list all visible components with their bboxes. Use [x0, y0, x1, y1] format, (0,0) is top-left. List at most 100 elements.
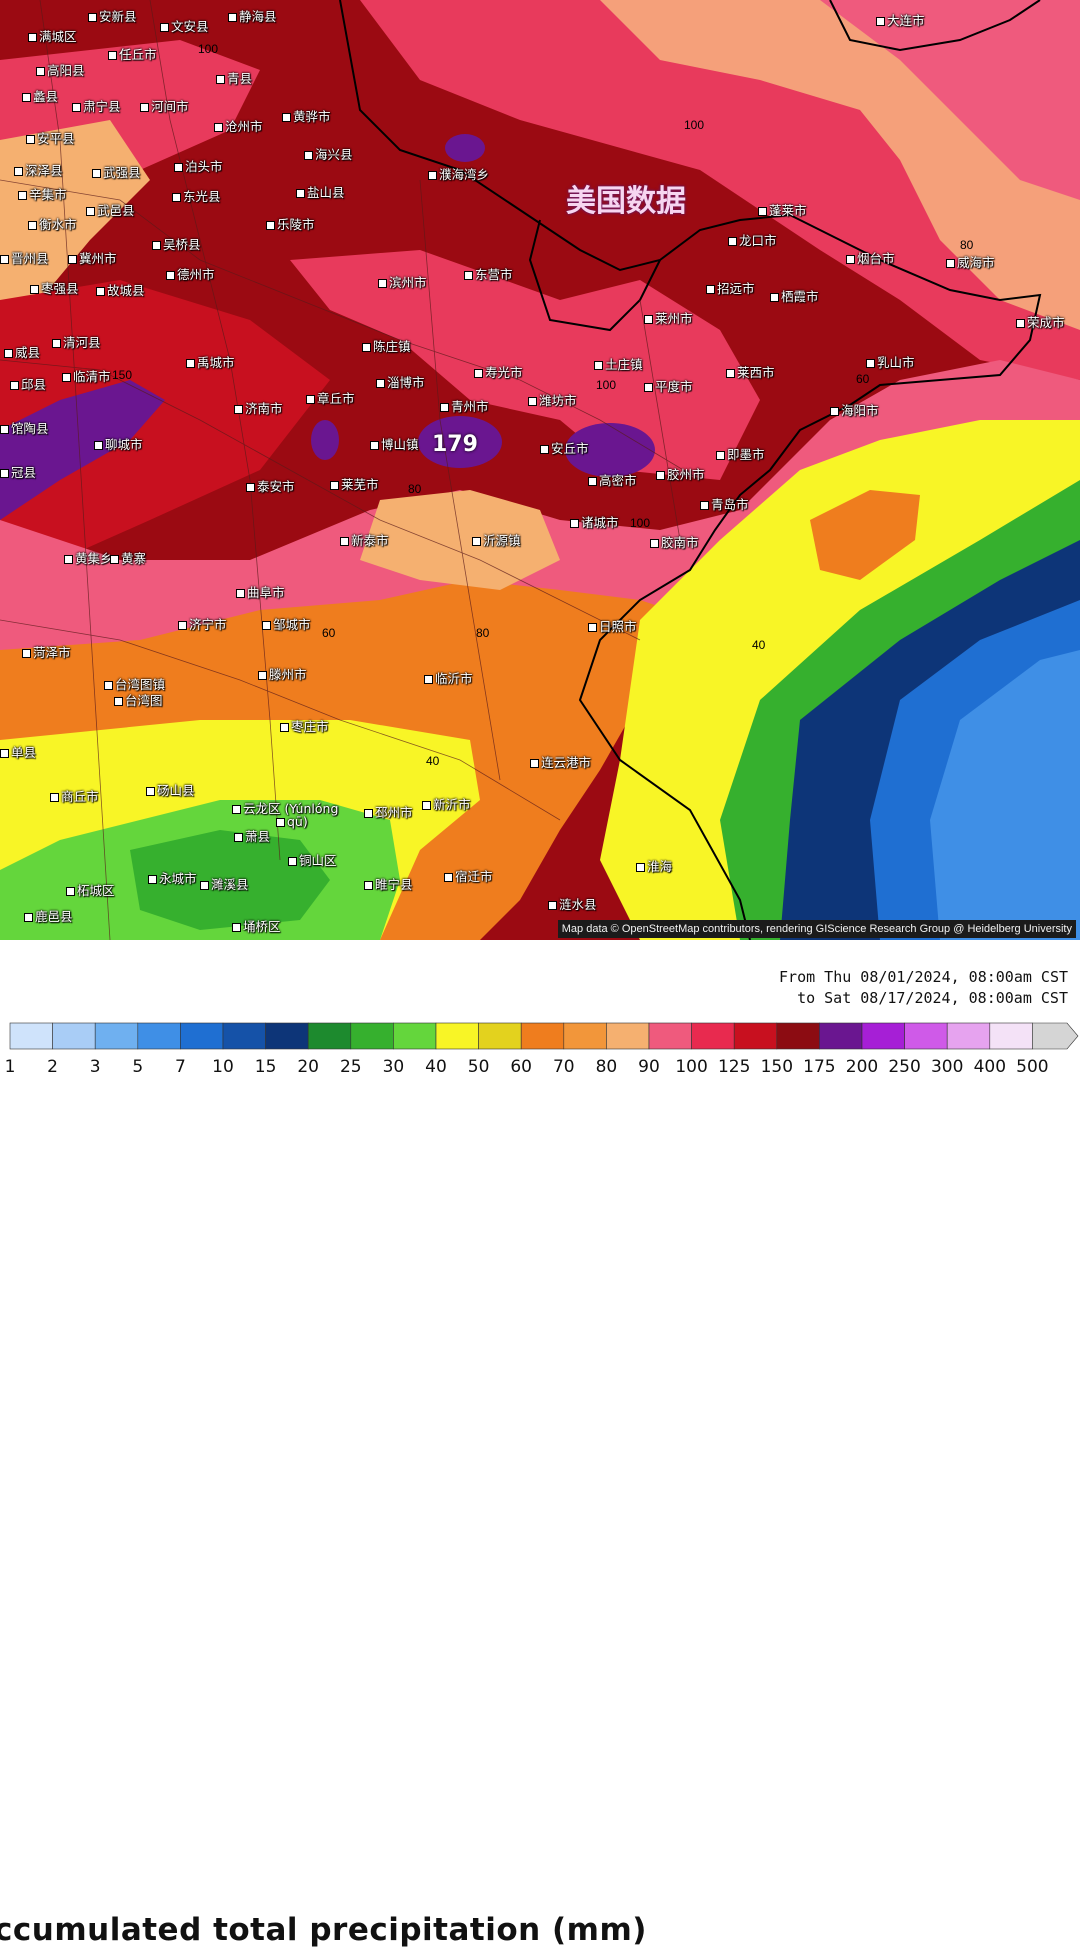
city-marker-icon: [866, 359, 875, 368]
city-marker-icon: [108, 51, 117, 60]
city-label: 枣庄市: [280, 716, 329, 735]
city-label: 武邑县: [86, 200, 135, 219]
city-marker-icon: [474, 369, 483, 378]
city-label: 栖霞市: [770, 286, 819, 305]
scale-tick-label: 200: [845, 1057, 879, 1077]
contour-label: 60: [322, 626, 336, 640]
city-marker-icon: [18, 191, 27, 200]
scale-swatch: [648, 1022, 692, 1050]
city-marker-icon: [114, 697, 123, 706]
city-label: 黄骅市: [282, 106, 331, 125]
scale-tick-label: 10: [212, 1057, 234, 1077]
city-label: 晋州县: [0, 248, 49, 267]
scale-tick-label: 1: [4, 1057, 16, 1077]
city-marker-icon: [588, 623, 597, 632]
field-purple-gaomi: [565, 423, 655, 477]
scale-swatch: [265, 1022, 309, 1050]
city-label: 宿迁市: [444, 866, 493, 885]
city-label: 冀州市: [68, 248, 117, 267]
scale-swatch: [393, 1022, 437, 1050]
city-label: 铜山区: [288, 850, 337, 869]
city-marker-icon: [0, 255, 9, 264]
city-label: 海阳市: [830, 400, 879, 419]
city-marker-icon: [152, 241, 161, 250]
city-marker-icon: [330, 481, 339, 490]
city-label: 寿光市: [474, 362, 523, 381]
city-marker-icon: [148, 875, 157, 884]
scale-tick-label: 500: [1016, 1057, 1049, 1077]
city-label: 鹿邑县: [24, 906, 73, 925]
city-marker-icon: [26, 135, 35, 144]
scale-swatch: [861, 1022, 905, 1050]
city-marker-icon: [186, 359, 195, 368]
city-label: 云龙区 (Yúnlóng: [232, 798, 338, 817]
scale-tick-label: 400: [973, 1057, 1007, 1077]
city-marker-icon: [104, 681, 113, 690]
city-label: 安平县: [26, 128, 75, 147]
city-marker-icon: [370, 441, 379, 450]
scale-swatch: [691, 1022, 735, 1050]
city-label: 陈庄镇: [362, 336, 411, 355]
city-marker-icon: [28, 221, 37, 230]
city-label: 乳山市: [866, 352, 915, 371]
city-label: 萧县: [234, 826, 270, 845]
city-label: 土庄镇: [594, 354, 643, 373]
city-label: 蓬莱市: [758, 200, 807, 219]
city-label: 德州市: [166, 264, 215, 283]
city-label: 辛集市: [18, 184, 67, 203]
city-marker-icon: [68, 255, 77, 264]
city-label: 埇桥区: [232, 916, 281, 935]
period-from: From Thu 08/01/2024, 08:00am CST: [779, 968, 1068, 986]
scale-swatch: [9, 1022, 53, 1050]
scale-swatch: [819, 1022, 863, 1050]
city-marker-icon: [30, 285, 39, 294]
scale-tick-label: 15: [254, 1057, 277, 1077]
city-marker-icon: [266, 221, 275, 230]
precipitation-map[interactable]: 安新县 文安县 静海县 满城区 任丘市 高阳县 青县 蠡县 肃宁县 河间市 黄骅…: [0, 0, 1080, 940]
scale-tick-label: 300: [930, 1057, 964, 1077]
max-value-label: 179: [432, 432, 478, 457]
map-attribution: Map data © OpenStreetMap contributors, r…: [557, 920, 1076, 938]
city-label: 乐陵市: [266, 214, 315, 233]
scale-tick-label: 125: [717, 1057, 751, 1077]
scale-tick-label: 250: [888, 1057, 921, 1077]
city-label: 新沂市: [422, 794, 471, 813]
city-label: 衡水市: [28, 214, 77, 233]
city-marker-icon: [234, 833, 243, 842]
city-marker-icon: [444, 873, 453, 882]
scale-swatch: [733, 1022, 778, 1050]
city-label: 荣成市: [1016, 312, 1065, 331]
city-marker-icon: [440, 403, 449, 412]
city-marker-icon: [424, 675, 433, 684]
city-marker-icon: [1016, 319, 1025, 328]
city-marker-icon: [464, 271, 473, 280]
city-label: 连云港市: [530, 752, 591, 771]
contour-label: 100: [684, 118, 705, 132]
city-marker-icon: [656, 471, 665, 480]
city-marker-icon: [548, 901, 557, 910]
city-marker-icon: [4, 349, 13, 358]
city-label: 临清市: [62, 366, 111, 385]
city-label: 吴桥县: [152, 234, 201, 253]
city-label: 故城县: [96, 280, 145, 299]
scale-tick-label: 40: [425, 1057, 447, 1077]
scale-swatch: [776, 1022, 820, 1050]
scale-tick-label: 25: [339, 1057, 362, 1077]
city-label: 胶州市: [656, 464, 705, 483]
scale-swatch: [435, 1022, 479, 1050]
city-label: 濮海湾乡: [428, 164, 489, 183]
city-marker-icon: [280, 723, 289, 732]
field-purple-qingzhou: [418, 416, 502, 468]
scale-tick-label: 20: [297, 1057, 319, 1077]
city-marker-icon: [340, 537, 349, 546]
city-marker-icon: [232, 923, 241, 932]
color-scale-ticks: 1 2 3 5 7 10 15 20 25 30 40 50 60 70 80 90 100 125 150 175 2…: [0, 1057, 1080, 1079]
city-label: 满城区: [28, 26, 77, 45]
scale-swatch: [350, 1022, 394, 1050]
admin-borders: [0, 0, 701, 940]
city-marker-icon: [530, 759, 539, 768]
city-label: 菏泽市: [22, 642, 71, 661]
city-marker-icon: [110, 555, 119, 564]
city-label: 淮海: [636, 856, 672, 875]
city-label: 商丘市: [50, 786, 99, 805]
